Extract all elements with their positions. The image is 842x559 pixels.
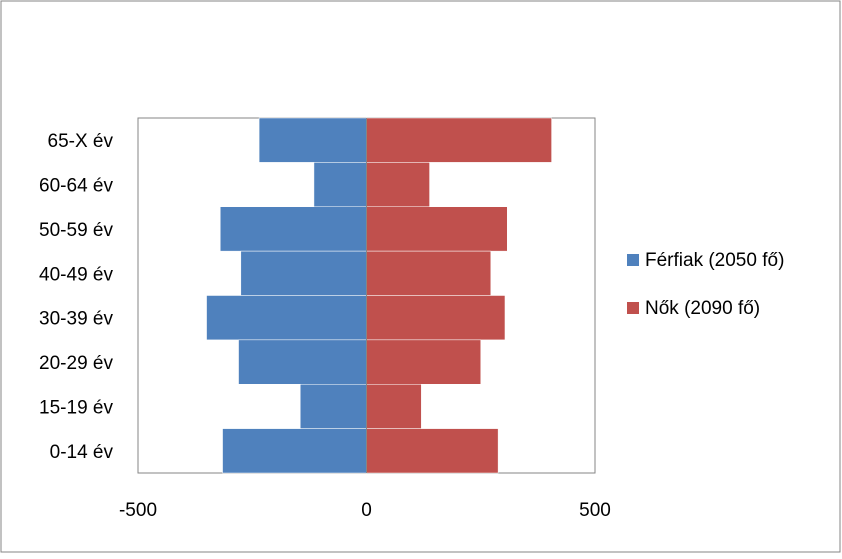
bar-male-0 (258, 117, 367, 163)
bar-female-0 (366, 117, 552, 163)
y-tick-label: 30-39 év (39, 309, 113, 330)
x-tick-label: 0 (361, 500, 372, 521)
y-tick-label: 50-59 év (39, 220, 113, 241)
bar-male-6 (299, 384, 367, 429)
bar-male-3 (240, 250, 367, 296)
x-tick-labels: -500 0 500 (119, 500, 611, 521)
y-tick-label: 65-X év (48, 131, 114, 152)
y-tick-label: 40-49 év (39, 264, 113, 285)
bar-female-1 (366, 162, 430, 207)
bar-male-1 (313, 162, 367, 207)
y-tick-label: 0-14 év (50, 442, 114, 463)
bars-layer (206, 117, 552, 474)
bar-male-7 (222, 428, 367, 474)
bar-female-2 (366, 206, 508, 252)
legend-swatch (627, 254, 639, 266)
legend-label: Férfiak (2050 fő) (645, 250, 784, 271)
x-tick-label: -500 (119, 500, 157, 521)
bar-male-5 (238, 339, 367, 385)
bar-male-4 (206, 295, 367, 341)
bar-female-3 (366, 250, 492, 296)
y-tick-label: 15-19 év (39, 397, 113, 418)
bar-female-4 (366, 295, 506, 341)
bar-male-2 (220, 206, 367, 252)
y-tick-labels: 65-X év 60-64 év 50-59 év 40-49 év 30-39 év 2… (39, 131, 113, 463)
y-tick-label: 20-29 év (39, 353, 113, 374)
y-tick-label: 60-64 év (39, 176, 113, 197)
bar-female-5 (366, 339, 481, 385)
legend: Férfiak (2050 fő) Nők (2090 fő) (627, 250, 784, 319)
x-tick-label: 500 (579, 500, 611, 521)
bar-female-6 (366, 384, 422, 429)
bar-female-7 (366, 428, 499, 474)
legend-label: Nők (2090 fő) (645, 298, 760, 319)
legend-swatch (627, 302, 639, 314)
